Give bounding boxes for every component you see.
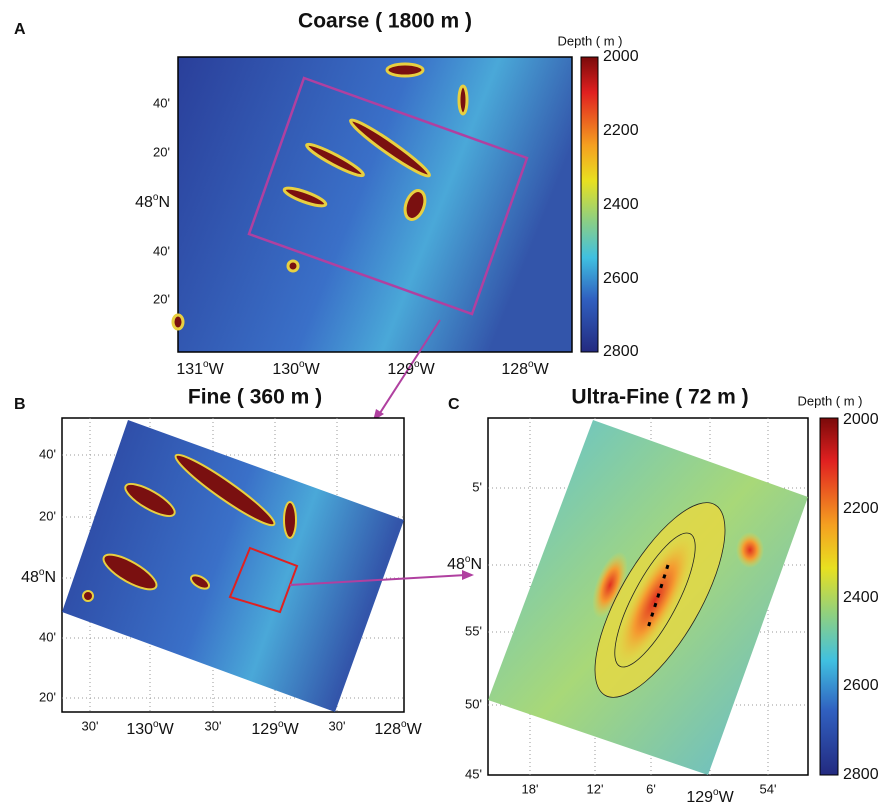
lat-tick-label: 48oN bbox=[21, 567, 56, 587]
lon-tick-label: 129oW bbox=[387, 359, 435, 379]
lon-tick-label: 129oW bbox=[686, 787, 734, 805]
colorbar-c bbox=[820, 418, 838, 775]
colorbar-tick-label: 2200 bbox=[843, 500, 879, 517]
lon-tick-label: 131oW bbox=[176, 359, 224, 379]
colorbar-tick-label: 2400 bbox=[843, 589, 879, 606]
lon-tick-label: 128oW bbox=[501, 359, 549, 379]
lon-tick-label: 130oW bbox=[126, 719, 174, 739]
colorbar-tick-label: 2000 bbox=[603, 48, 639, 65]
colorbar-tick-label: 2200 bbox=[603, 122, 639, 139]
colorbar-tick-label: 2800 bbox=[603, 343, 639, 360]
lon-tick-label: 130oW bbox=[272, 359, 320, 379]
lon-tick-label: 30' bbox=[205, 718, 222, 733]
colorbar-tick-label: 2000 bbox=[843, 411, 879, 428]
panel-label: C bbox=[448, 396, 460, 413]
lat-tick-label: 40' bbox=[39, 629, 56, 644]
lat-tick-label: 5' bbox=[472, 479, 482, 494]
lon-tick-label: 128oW bbox=[374, 719, 422, 739]
label-part: 48 bbox=[135, 194, 153, 211]
lat-tick-label: 40' bbox=[153, 95, 170, 110]
lon-tick-label: 6' bbox=[646, 781, 656, 796]
label-part: N bbox=[470, 556, 482, 573]
label-part: W bbox=[407, 721, 423, 738]
panel-label: B bbox=[14, 396, 26, 413]
lat-tick-label: 50' bbox=[465, 696, 482, 711]
figure: ACoarse ( 1800 m )40'20'48oN40'20'131oW1… bbox=[0, 0, 885, 805]
label-part: 130 bbox=[272, 361, 299, 378]
lon-tick-label: 30' bbox=[329, 718, 346, 733]
label-part: 48 bbox=[447, 556, 465, 573]
label-part: W bbox=[719, 789, 735, 805]
lat-tick-label: 48oN bbox=[135, 192, 170, 212]
label-part: N bbox=[44, 569, 56, 586]
label-part: W bbox=[305, 361, 321, 378]
label-part: 131 bbox=[176, 361, 203, 378]
colorbar-a bbox=[581, 57, 598, 352]
lat-tick-label: 20' bbox=[39, 689, 56, 704]
lat-tick-label: 48oN bbox=[447, 554, 482, 574]
label-part: N bbox=[158, 194, 170, 211]
label-part: 48 bbox=[21, 569, 39, 586]
lon-tick-label: 129oW bbox=[251, 719, 299, 739]
colorbar-title: Depth ( m ) bbox=[797, 393, 862, 408]
label-part: 129 bbox=[251, 721, 278, 738]
panel-title: Coarse ( 1800 m ) bbox=[298, 10, 472, 33]
label-part: W bbox=[209, 361, 225, 378]
colorbar-tick-label: 2800 bbox=[843, 766, 879, 783]
panel-title: Ultra-Fine ( 72 m ) bbox=[571, 386, 748, 409]
label-part: 129 bbox=[686, 789, 713, 805]
lon-tick-label: 18' bbox=[522, 781, 539, 796]
label-part: 129 bbox=[387, 361, 414, 378]
lon-tick-label: 12' bbox=[587, 781, 604, 796]
maps bbox=[62, 57, 838, 775]
lon-tick-label: 54' bbox=[760, 781, 777, 796]
label-part: W bbox=[159, 721, 175, 738]
label-part: 130 bbox=[126, 721, 153, 738]
colorbar-title: Depth ( m ) bbox=[557, 33, 622, 48]
label-part: 128 bbox=[501, 361, 528, 378]
lon-tick-label: 30' bbox=[82, 718, 99, 733]
colorbar-tick-label: 2600 bbox=[603, 270, 639, 287]
colorbar-tick-label: 2400 bbox=[603, 196, 639, 213]
colorbar-tick-label: 2600 bbox=[843, 677, 879, 694]
label-part: W bbox=[284, 721, 300, 738]
lat-tick-label: 55' bbox=[465, 623, 482, 638]
lat-tick-label: 20' bbox=[153, 291, 170, 306]
lat-tick-label: 20' bbox=[153, 144, 170, 159]
lat-tick-label: 40' bbox=[39, 446, 56, 461]
panel-title: Fine ( 360 m ) bbox=[188, 386, 322, 409]
lat-tick-label: 20' bbox=[39, 508, 56, 523]
label-part: 128 bbox=[374, 721, 401, 738]
lat-tick-label: 45' bbox=[465, 766, 482, 781]
lat-tick-label: 40' bbox=[153, 243, 170, 258]
panel-label: A bbox=[14, 21, 26, 38]
label-part: W bbox=[534, 361, 550, 378]
map-a bbox=[178, 57, 572, 352]
label-part: W bbox=[420, 361, 436, 378]
